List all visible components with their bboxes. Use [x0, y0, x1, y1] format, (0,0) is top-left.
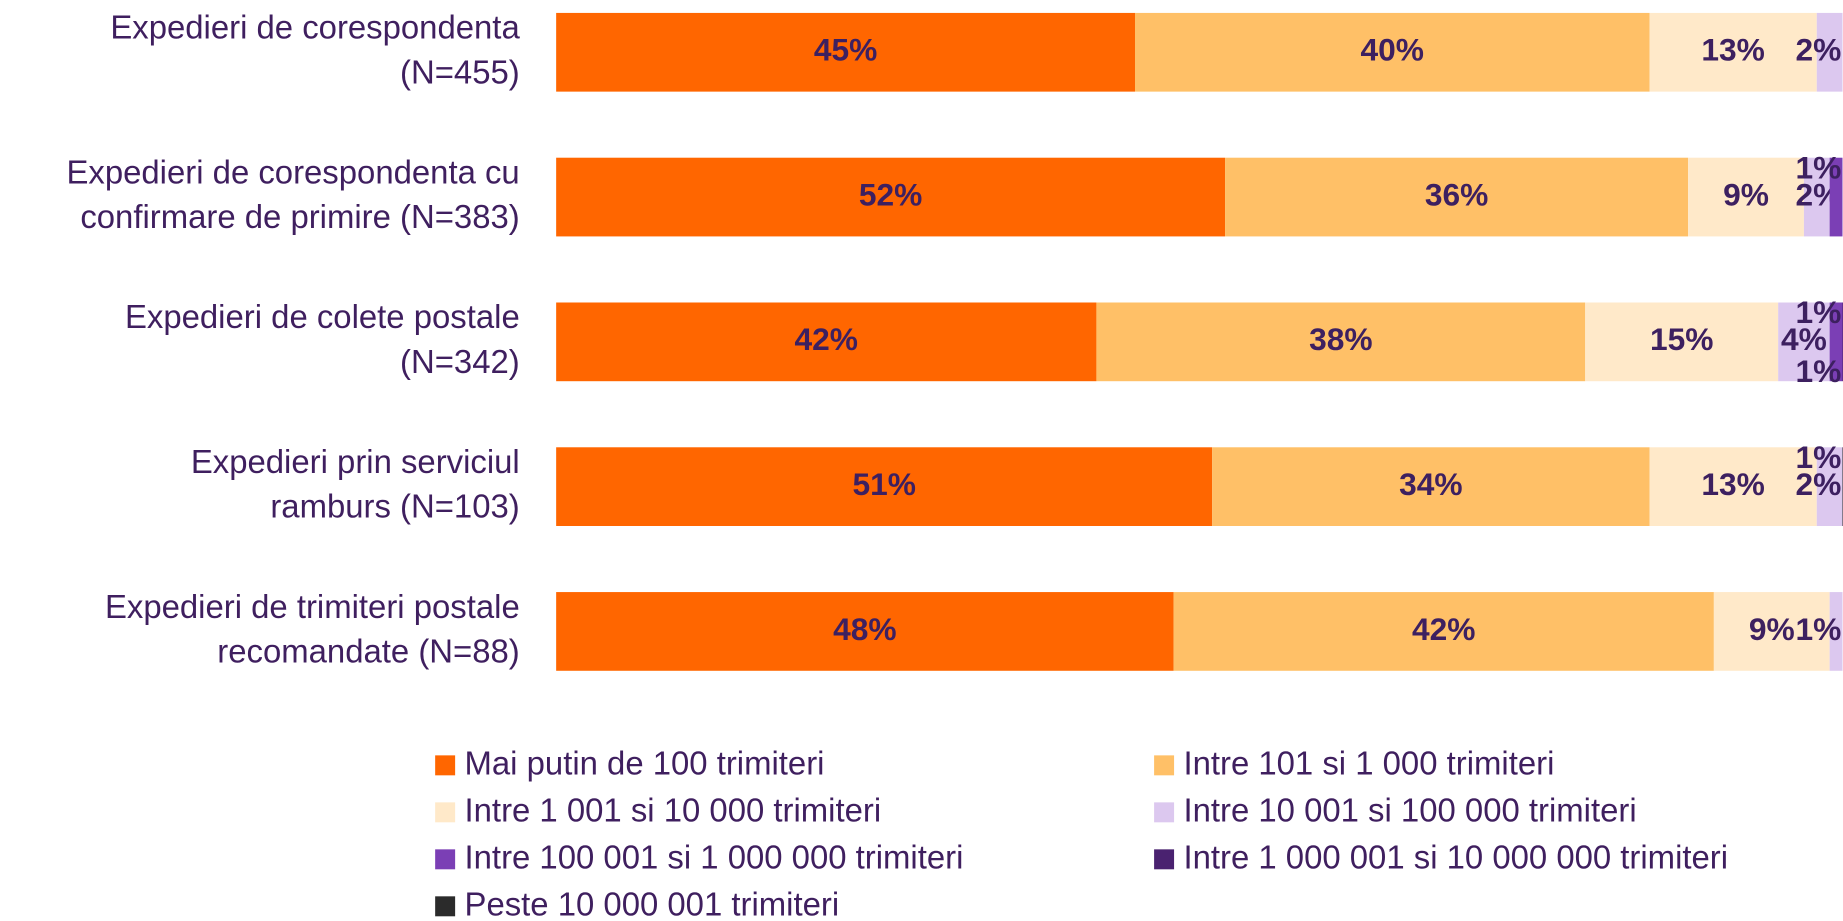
bar-segment [1688, 157, 1804, 237]
category-label: Expedieri de corespondenta cu [66, 153, 519, 190]
value-label: 38% [1309, 321, 1372, 357]
legend-label: Intre 1 001 si 10 000 trimiteri [465, 792, 882, 829]
value-label: 2% [1795, 32, 1841, 68]
bar-segment [1829, 302, 1843, 382]
category-label: Expedieri de trimiteri postale [105, 588, 520, 625]
category-label: ramburs (N=103) [270, 488, 519, 525]
bar-segment [556, 592, 1174, 671]
category-label: Expedieri prin serviciul [191, 443, 520, 480]
value-label: 45% [814, 32, 877, 68]
value-label: 9% [1723, 176, 1769, 212]
value-label: 51% [852, 466, 915, 502]
value-label: 2% [1795, 466, 1841, 502]
legend-label: Intre 101 si 1 000 trimiteri [1183, 745, 1554, 782]
bar-segment [556, 447, 1213, 526]
legend-swatch [1154, 849, 1175, 870]
bar-segment [556, 12, 1136, 92]
value-label: 4% [1781, 321, 1827, 357]
value-label: 42% [1412, 611, 1475, 647]
bar-segment [1585, 302, 1779, 382]
value-label: 1% [1795, 353, 1841, 389]
value-label: 52% [859, 176, 922, 212]
legend-label: Intre 10 001 si 100 000 trimiteri [1183, 792, 1636, 829]
legend-label: Intre 100 001 si 1 000 000 trimiteri [465, 839, 964, 876]
category-label: (N=342) [400, 343, 520, 380]
bar-segment [1649, 447, 1817, 526]
bar-segment [1212, 447, 1650, 526]
value-label: 1% [1795, 149, 1841, 185]
value-label: 1% [1795, 611, 1841, 647]
value-label: 34% [1399, 466, 1462, 502]
value-label: 36% [1425, 176, 1488, 212]
legend-swatch [1154, 802, 1175, 823]
value-label: 13% [1701, 466, 1764, 502]
bar-segment [1713, 592, 1830, 671]
category-label: Expedieri de corespondenta [110, 9, 520, 46]
legend-label: Mai putin de 100 trimiteri [465, 745, 825, 782]
bar-segment [1816, 447, 1843, 526]
bar-segment [1225, 157, 1689, 237]
bar-segment [556, 302, 1097, 382]
bar-segment [1829, 157, 1843, 237]
legend-swatch [435, 755, 456, 776]
bar-segment [1135, 12, 1650, 92]
category-label: recomandate (N=88) [217, 632, 519, 669]
bar-segment [1803, 157, 1830, 237]
value-label: 1% [1795, 294, 1841, 330]
bar-segment [556, 157, 1226, 237]
bar-segment [1173, 592, 1714, 671]
category-label: Expedieri de colete postale [125, 298, 520, 335]
legend-swatch [435, 802, 456, 823]
value-label: 1% [1795, 439, 1841, 475]
value-label: 40% [1361, 32, 1424, 68]
bar-segment [1778, 302, 1830, 382]
bar-segment [1649, 12, 1817, 92]
value-label: 9% [1749, 611, 1795, 647]
legend-label: Intre 1 000 001 si 10 000 000 trimiteri [1183, 839, 1728, 876]
category-label: confirmare de primire (N=383) [80, 198, 519, 235]
value-label: 13% [1701, 32, 1764, 68]
legend-swatch [435, 849, 456, 870]
legend-swatch [1154, 755, 1175, 776]
category-label: (N=455) [400, 53, 520, 90]
value-label: 48% [833, 611, 896, 647]
bar-segment [1816, 12, 1843, 92]
legend-swatch [435, 896, 456, 917]
bar-segment [1829, 592, 1843, 671]
value-label: 42% [795, 321, 858, 357]
bar-segment [1096, 302, 1586, 382]
value-label: 15% [1650, 321, 1713, 357]
legend-label: Peste 10 000 001 trimiteri [465, 886, 840, 921]
